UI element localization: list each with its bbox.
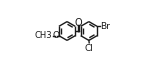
Text: O: O: [75, 17, 82, 28]
Text: O: O: [52, 31, 59, 40]
Text: Cl: Cl: [85, 44, 94, 53]
Text: Br: Br: [100, 22, 110, 31]
Text: CH3: CH3: [35, 31, 52, 40]
